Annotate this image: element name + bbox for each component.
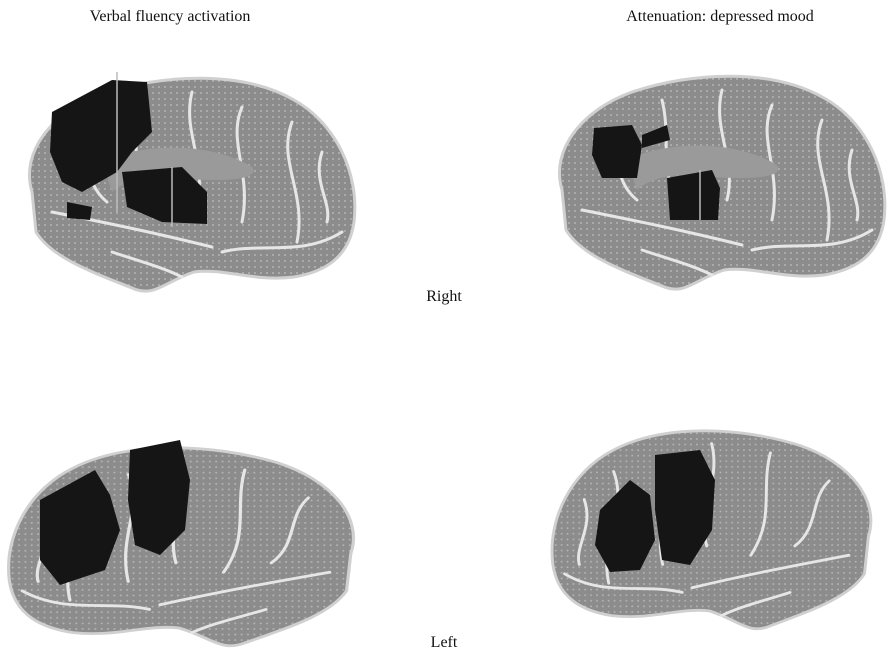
column-title: Attenuation: depressed mood <box>626 8 814 26</box>
column-title: Verbal fluency activation <box>90 8 251 26</box>
brain-images <box>0 0 888 656</box>
figure-page: {"columns": ["Verbal fluency activation"… <box>0 0 888 656</box>
row-label: Right <box>426 288 462 306</box>
brain-top-left <box>29 72 354 291</box>
brain-top-right <box>559 76 884 289</box>
row-label: Left <box>431 634 458 652</box>
